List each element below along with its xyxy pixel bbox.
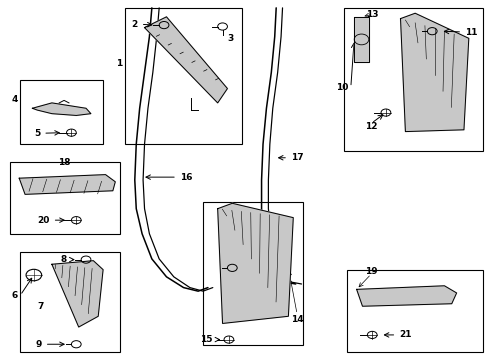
Text: 4: 4 <box>11 95 18 104</box>
Text: 14: 14 <box>290 315 303 324</box>
Polygon shape <box>19 175 115 194</box>
Text: 15: 15 <box>200 335 219 344</box>
Bar <box>346 270 483 352</box>
Bar <box>10 162 120 234</box>
Text: 16: 16 <box>145 173 192 182</box>
Text: 9: 9 <box>36 340 64 349</box>
Bar <box>344 8 483 151</box>
Text: 8: 8 <box>61 255 74 264</box>
Polygon shape <box>52 261 103 327</box>
Text: 5: 5 <box>34 129 59 138</box>
Bar <box>20 80 103 144</box>
Bar <box>20 252 120 352</box>
Text: 18: 18 <box>58 158 70 167</box>
Text: 21: 21 <box>384 330 411 339</box>
Text: 6: 6 <box>11 291 18 300</box>
Bar <box>203 202 303 345</box>
Text: 1: 1 <box>115 59 122 68</box>
Bar <box>125 8 242 144</box>
Text: 19: 19 <box>364 267 377 276</box>
Polygon shape <box>400 13 468 132</box>
Polygon shape <box>353 17 368 62</box>
Text: 3: 3 <box>227 34 233 43</box>
Text: 17: 17 <box>278 153 303 162</box>
Polygon shape <box>356 286 456 306</box>
Polygon shape <box>144 17 227 103</box>
Text: 2: 2 <box>131 19 152 28</box>
Text: 20: 20 <box>38 216 64 225</box>
Polygon shape <box>32 103 91 116</box>
Text: 11: 11 <box>444 28 476 37</box>
Text: 7: 7 <box>38 302 44 311</box>
Text: 12: 12 <box>364 122 377 131</box>
Text: 10: 10 <box>335 83 347 92</box>
Polygon shape <box>217 203 293 323</box>
Text: 13: 13 <box>366 10 378 19</box>
